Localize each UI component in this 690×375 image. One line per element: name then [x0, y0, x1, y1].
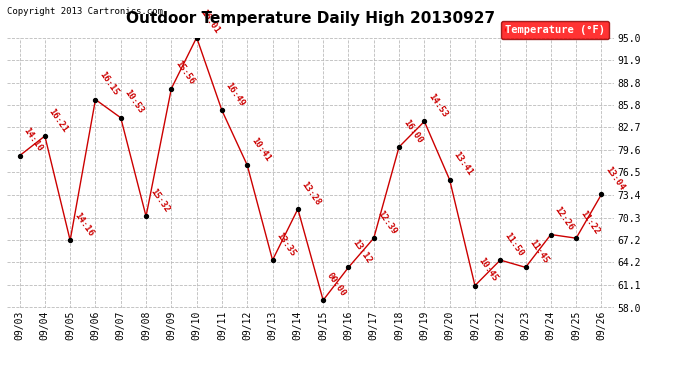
Point [393, 144, 404, 150]
Point [596, 191, 607, 197]
Point [65, 237, 76, 243]
Text: 13:41: 13:41 [452, 150, 475, 178]
Text: Copyright 2013 Cartronics.com: Copyright 2013 Cartronics.com [7, 7, 163, 16]
Text: 12:26: 12:26 [553, 205, 575, 232]
Text: 14:53: 14:53 [426, 92, 449, 119]
Text: 16:00: 16:00 [401, 118, 424, 145]
Point [267, 257, 278, 263]
Text: 13:12: 13:12 [351, 238, 373, 265]
Legend: Temperature (°F): Temperature (°F) [500, 21, 609, 39]
Text: 12:39: 12:39 [376, 209, 399, 236]
Text: 14:16: 14:16 [72, 211, 95, 238]
Text: 11:50: 11:50 [502, 231, 525, 258]
Text: 15:32: 15:32 [148, 187, 171, 214]
Point [444, 177, 455, 183]
Text: 16:15: 16:15 [97, 70, 120, 98]
Text: 10:41: 10:41 [249, 136, 272, 163]
Text: 13:28: 13:28 [300, 180, 323, 207]
Point [39, 133, 50, 139]
Point [115, 115, 126, 121]
Point [419, 118, 430, 124]
Text: 10:53: 10:53 [123, 88, 146, 116]
Text: 11:45: 11:45 [528, 238, 551, 265]
Text: 16:21: 16:21 [47, 106, 70, 134]
Point [495, 257, 506, 263]
Point [141, 213, 152, 219]
Point [343, 264, 354, 270]
Point [545, 231, 556, 237]
Text: 13:35: 13:35 [275, 231, 297, 258]
Point [241, 162, 253, 168]
Point [469, 283, 480, 289]
Point [571, 235, 582, 241]
Text: 11:22: 11:22 [578, 209, 601, 236]
Text: 00:00: 00:00 [325, 271, 348, 298]
Text: 15:56: 15:56 [173, 59, 196, 86]
Point [166, 86, 177, 92]
Text: 14:10: 14:10 [21, 126, 44, 153]
Text: 13:04: 13:04 [604, 165, 627, 192]
Point [217, 108, 228, 114]
Text: 16:01: 16:01 [199, 8, 221, 35]
Text: 10:45: 10:45 [477, 256, 500, 284]
Point [14, 153, 25, 159]
Point [368, 235, 380, 241]
Text: 16:49: 16:49 [224, 81, 247, 108]
Point [293, 206, 304, 212]
Point [520, 264, 531, 270]
Point [191, 34, 202, 40]
Text: Outdoor Temperature Daily High 20130927: Outdoor Temperature Daily High 20130927 [126, 11, 495, 26]
Point [317, 297, 328, 303]
Point [90, 96, 101, 102]
